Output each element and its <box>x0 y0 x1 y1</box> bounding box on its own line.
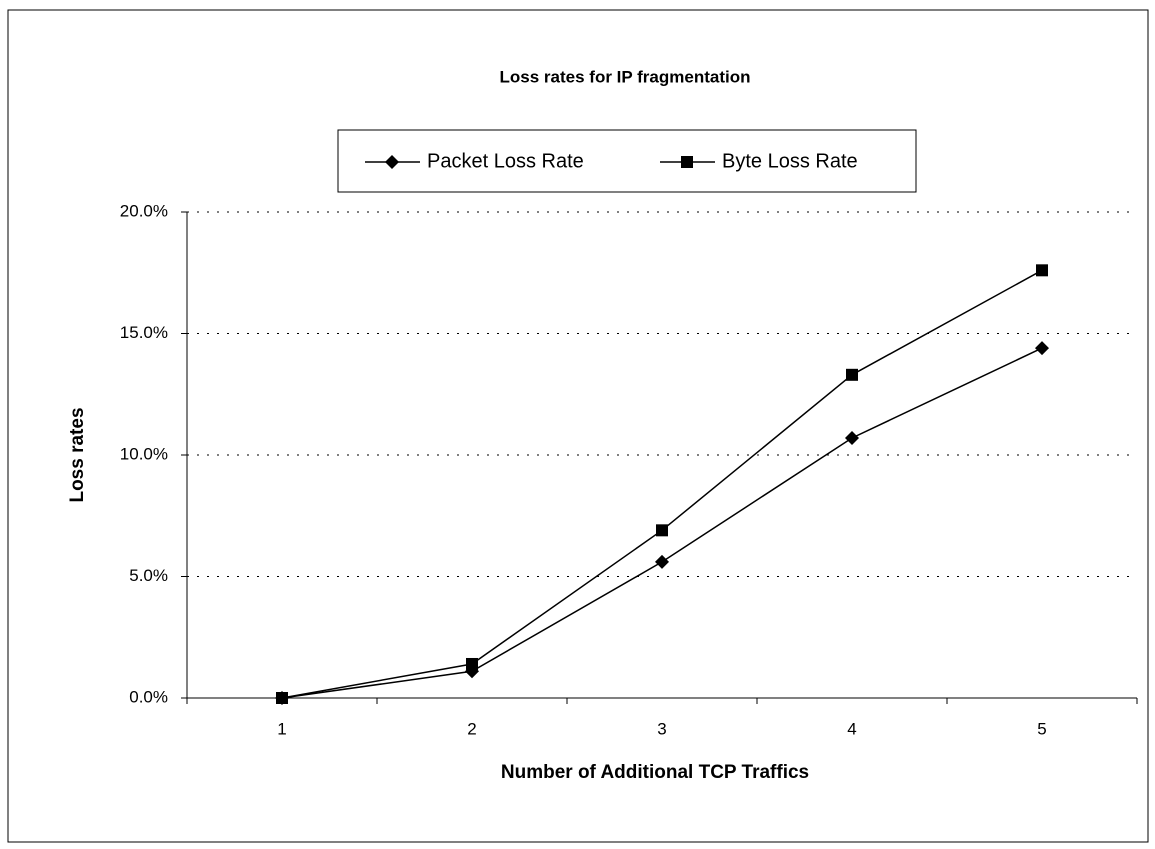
data-point <box>656 524 668 537</box>
data-point <box>466 657 478 670</box>
data-point <box>655 554 669 569</box>
x-axis-label: Number of Additional TCP Traffics <box>501 762 809 783</box>
y-tick-label: 10.0% <box>120 444 168 463</box>
y-axis-label: Loss rates <box>67 407 88 502</box>
x-tick-label: 3 <box>657 719 666 738</box>
data-point <box>1036 264 1048 277</box>
y-tick-label: 5.0% <box>129 566 168 585</box>
data-point <box>846 368 858 381</box>
data-point <box>276 692 288 704</box>
chart-frame <box>7 9 1149 843</box>
series-line <box>281 269 1043 699</box>
x-tick-label: 5 <box>1037 719 1046 738</box>
y-tick-label: 15.0% <box>120 323 168 342</box>
data-point <box>1035 341 1049 356</box>
x-tick-label: 1 <box>277 719 286 738</box>
y-tick-label: 0.0% <box>129 687 168 706</box>
series-line <box>281 347 1043 699</box>
chart-title: Loss rates for IP fragmentation <box>500 67 751 86</box>
legend-marker <box>681 156 693 168</box>
legend-box <box>337 129 917 193</box>
x-tick-label: 2 <box>467 719 476 738</box>
legend-label: Byte Loss Rate <box>722 150 858 172</box>
legend-label: Packet Loss Rate <box>427 150 584 172</box>
legend-marker <box>385 155 399 169</box>
data-point <box>845 430 859 445</box>
x-tick-label: 4 <box>847 719 856 738</box>
y-tick-label: 20.0% <box>120 201 168 220</box>
